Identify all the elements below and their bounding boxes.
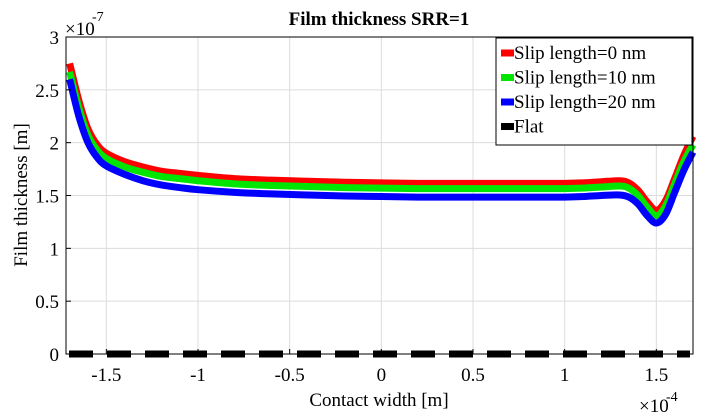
x-tick-label: 0.5: [461, 365, 485, 386]
x-tick-label: -0.5: [275, 365, 305, 386]
y-tick-label: 2.5: [35, 81, 59, 102]
x-exponent-base: ×10: [639, 396, 669, 413]
x-exponent-power: -4: [666, 390, 678, 405]
y-exponent-base: ×10: [65, 19, 95, 40]
x-tick-label: 1: [560, 365, 570, 386]
x-tick-label: 1.5: [644, 365, 668, 386]
legend-label: Slip length=0 nm: [514, 43, 646, 64]
x-tick-label: -1: [190, 365, 206, 386]
legend-box: [495, 37, 693, 146]
y-tick-label: 1.5: [35, 187, 59, 208]
chart-title: Film thickness SRR=1: [289, 9, 470, 30]
y-exponent-power: -7: [92, 10, 104, 25]
x-exponent: ×10 -4: [639, 390, 678, 413]
y-tick-label: 0: [50, 345, 60, 366]
y-axis-label: Film thickness [m]: [11, 123, 32, 267]
legend-label: Flat: [514, 117, 544, 138]
legend: Slip length=0 nm Slip length=10 nm Slip le…: [495, 37, 693, 146]
legend-label: Slip length=10 nm: [514, 68, 656, 89]
legend-label: Slip length=20 nm: [514, 92, 656, 113]
y-tick-label: 0.5: [35, 292, 59, 313]
y-tick-label: 2: [50, 134, 60, 155]
axis-ticks: -1.5 -1 -0.5 0 0.5 1 1.5 0 0.5 1 1.5 2 2.5 3: [35, 28, 668, 386]
y-exponent: ×10 -7: [65, 10, 104, 40]
x-tick-label: -1.5: [91, 365, 121, 386]
series-line-2: [66, 78, 697, 227]
y-tick-label: 1: [50, 239, 60, 260]
x-axis-label: Contact width [m]: [309, 390, 448, 411]
y-tick-label: 3: [50, 28, 60, 49]
x-tick-label: 0: [377, 365, 387, 386]
series-line-1: [66, 71, 697, 220]
